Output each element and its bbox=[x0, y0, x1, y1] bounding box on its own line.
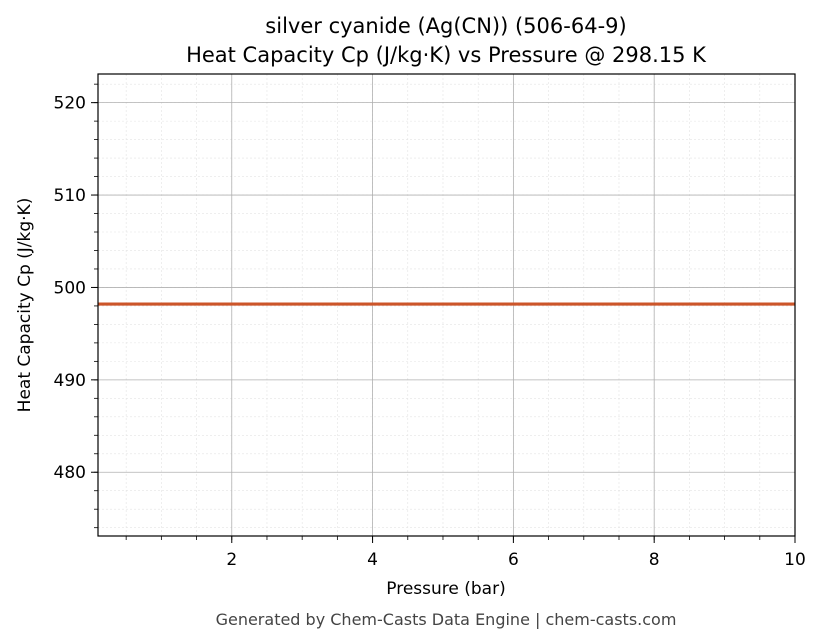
x-axis-label: Pressure (bar) bbox=[386, 579, 505, 599]
chart-title-line1: silver cyanide (Ag(CN)) (506-64-9) bbox=[265, 14, 626, 38]
x-tick-label: 2 bbox=[226, 550, 237, 570]
y-tick-label: 520 bbox=[54, 94, 86, 114]
tick-labels: 2 4 6 8 10 480 490 500 510 520 bbox=[54, 94, 806, 570]
x-tick-label: 10 bbox=[784, 550, 806, 570]
footer-credit: Generated by Chem-Casts Data Engine | ch… bbox=[216, 610, 677, 629]
tick-marks bbox=[91, 83, 796, 543]
chart-title-line2: Heat Capacity Cp (J/kg·K) vs Pressure @ … bbox=[186, 43, 707, 67]
y-tick-label: 510 bbox=[54, 186, 86, 206]
y-axis-label: Heat Capacity Cp (J/kg·K) bbox=[15, 198, 35, 413]
x-tick-label: 8 bbox=[649, 550, 660, 570]
y-tick-label: 490 bbox=[54, 371, 86, 391]
y-tick-label: 480 bbox=[54, 463, 86, 483]
x-tick-label: 4 bbox=[367, 550, 378, 570]
y-tick-label: 500 bbox=[54, 278, 86, 298]
plot-frame bbox=[97, 73, 796, 537]
x-tick-label: 6 bbox=[508, 550, 519, 570]
